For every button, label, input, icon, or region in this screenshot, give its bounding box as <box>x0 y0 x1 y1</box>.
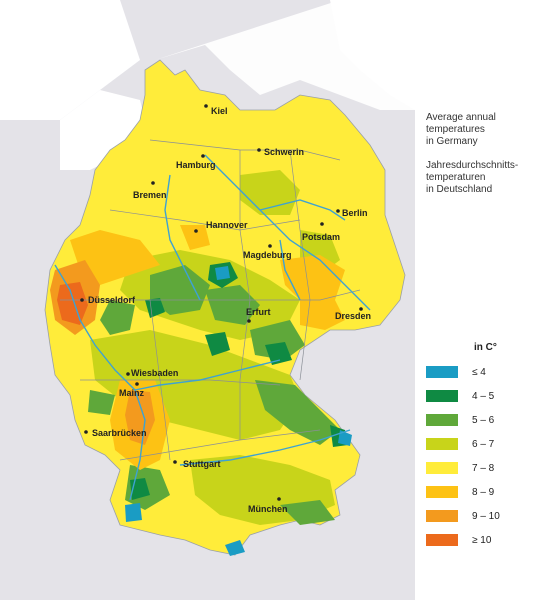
temperature-legend: in C° ≤ 4 4 – 5 5 – 6 6 – 7 7 – 8 8 – 9 … <box>426 342 536 554</box>
city-dot-muenchen <box>277 497 281 501</box>
legend-item: 6 – 7 <box>426 434 536 454</box>
band-ge-10 <box>57 282 88 325</box>
city-dot-bremen <box>151 181 155 185</box>
legend-item: 9 – 10 <box>426 506 536 526</box>
legend-swatch <box>426 486 458 498</box>
rivers <box>54 154 371 501</box>
map-panel: Kiel Hamburg Schwerin Bremen Berlin Hann… <box>0 0 415 600</box>
city-label-stuttgart: Stuttgart <box>183 459 221 469</box>
city-label-bremen: Bremen <box>133 190 167 200</box>
city-label-wiesbaden: Wiesbaden <box>131 368 178 378</box>
legend-label: 9 – 10 <box>472 510 500 522</box>
city-dot-potsdam <box>320 222 324 226</box>
city-dot-hannover <box>194 229 198 233</box>
legend-item: 5 – 6 <box>426 410 536 430</box>
city-labels: Kiel Hamburg Schwerin Bremen Berlin Hann… <box>88 106 371 514</box>
city-dots <box>80 104 363 501</box>
city-label-potsdam: Potsdam <box>302 232 340 242</box>
city-label-hamburg: Hamburg <box>176 160 216 170</box>
legend-label: 6 – 7 <box>472 438 495 450</box>
legend-swatch <box>426 462 458 474</box>
legend-swatch <box>426 366 458 378</box>
legend-item: 4 – 5 <box>426 386 536 406</box>
legend-item: 7 – 8 <box>426 458 536 478</box>
city-label-saarbruecken: Saarbrücken <box>92 428 147 438</box>
baltic-sea-inner <box>155 0 415 110</box>
city-dot-stuttgart <box>173 460 177 464</box>
legend-item: 8 – 9 <box>426 482 536 502</box>
city-dot-wiesbaden <box>126 372 130 376</box>
band-le-4 <box>125 266 352 556</box>
city-label-kiel: Kiel <box>211 106 228 116</box>
city-label-berlin: Berlin <box>342 208 368 218</box>
legend-item: ≥ 10 <box>426 530 536 550</box>
city-dot-berlin <box>336 209 340 213</box>
legend-label: 4 – 5 <box>472 390 495 402</box>
city-label-dresden: Dresden <box>335 311 371 321</box>
legend-unit: in C° <box>474 342 497 353</box>
legend-swatch <box>426 438 458 450</box>
state-borders <box>60 139 361 461</box>
city-label-duesseldorf: Düsseldorf <box>88 295 136 305</box>
title-german: Jahresdurchschnitts- temperaturen in Deu… <box>426 160 519 195</box>
legend-item: ≤ 4 <box>426 362 536 382</box>
city-dot-dresden <box>359 307 363 311</box>
city-label-muenchen: München <box>248 504 288 514</box>
city-label-erfurt: Erfurt <box>246 307 271 317</box>
city-dot-saarbruecken <box>84 430 88 434</box>
legend-swatch <box>426 534 458 546</box>
city-dot-duesseldorf <box>80 298 84 302</box>
city-dot-schwerin <box>257 148 261 152</box>
germany-temperature-map: Kiel Hamburg Schwerin Bremen Berlin Hann… <box>0 0 415 556</box>
city-label-magdeburg: Magdeburg <box>243 250 292 260</box>
city-dot-hamburg <box>201 154 205 158</box>
map-title-block: Average annual temperatures in Germany J… <box>426 112 536 196</box>
legend-label: 7 – 8 <box>472 462 495 474</box>
city-label-schwerin: Schwerin <box>264 147 304 157</box>
title-english: Average annual temperatures in Germany <box>426 112 496 147</box>
legend-swatch <box>426 390 458 402</box>
legend-label: 8 – 9 <box>472 486 495 498</box>
legend-label: ≤ 4 <box>472 366 486 378</box>
city-dot-mainz <box>135 382 139 386</box>
legend-swatch <box>426 414 458 426</box>
city-dot-magdeburg <box>268 244 272 248</box>
band-5-6 <box>88 265 340 525</box>
legend-swatch <box>426 510 458 522</box>
city-dot-erfurt <box>247 319 251 323</box>
north-sea <box>0 0 140 120</box>
city-dot-kiel <box>204 104 208 108</box>
city-label-mainz: Mainz <box>119 388 145 398</box>
legend-label: 5 – 6 <box>472 414 495 426</box>
legend-label: ≥ 10 <box>472 534 492 546</box>
city-label-hannover: Hannover <box>206 220 248 230</box>
